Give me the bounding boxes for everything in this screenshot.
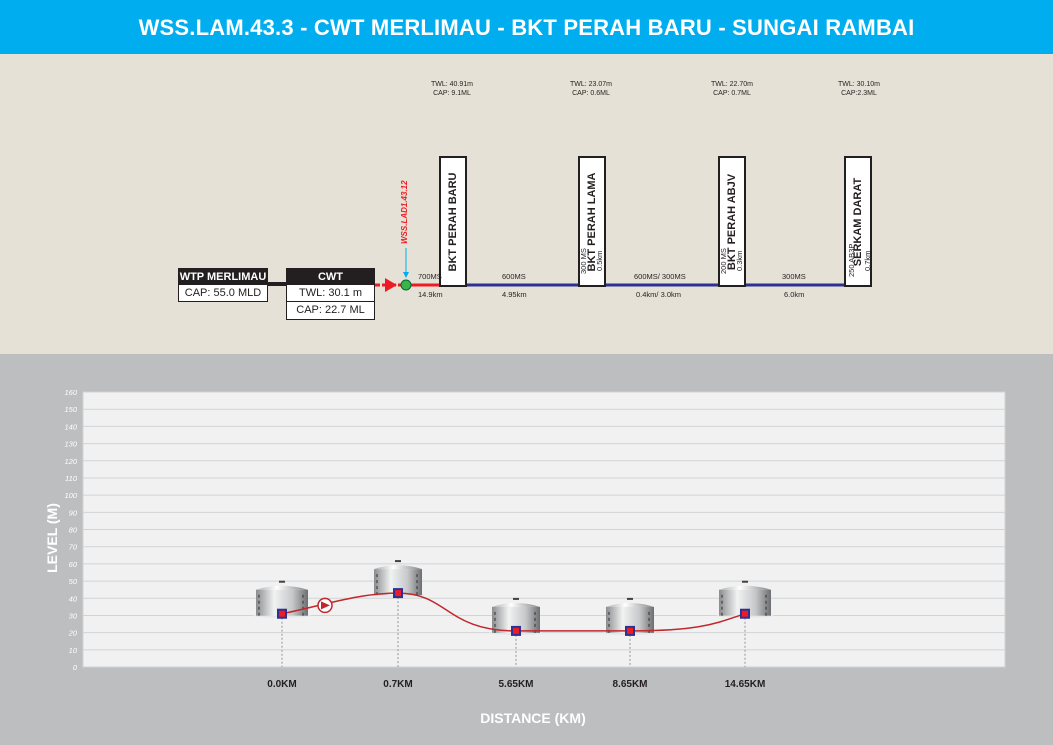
profile-tank-icon xyxy=(489,597,543,635)
y-tick-label: 30 xyxy=(69,611,78,620)
y-tick-label: 60 xyxy=(69,560,78,569)
y-tick-label: 100 xyxy=(64,491,77,500)
tank-2-spec: TWL: 23.07m CAP: 0.6ML xyxy=(569,81,612,97)
branch-1-size: 300 MS xyxy=(579,248,588,274)
seg3-size: 300MS xyxy=(782,272,806,281)
branch-1-length: 0.5km xyxy=(595,250,604,271)
tank-bkt-perah-abjv[interactable]: BKT PERAH ABJV xyxy=(718,156,746,287)
data-point[interactable] xyxy=(740,608,750,619)
x-tick-label: 14.65KM xyxy=(725,679,766,690)
data-points xyxy=(277,588,750,636)
seg2-size: 600MS/ 300MS xyxy=(634,272,686,281)
hydraulic-grade-line xyxy=(281,592,746,632)
hydraulic-profile: 0 10 20 30 40 50 60 70 80 90 100 110 120 130 140 150 160… xyxy=(0,354,1053,745)
wtp-cap: CAP: 55.0 MLD xyxy=(184,287,262,299)
y-tick-label: 50 xyxy=(69,577,78,586)
x-tick-label: 0.7KM xyxy=(383,679,412,690)
pump-icon xyxy=(317,597,333,614)
seg1-length: 4.95km xyxy=(502,290,527,299)
x-axis-label: DISTANCE (KM) xyxy=(480,710,586,726)
tank-4-spec: TWL: 30.10m CAP:2.3ML xyxy=(837,81,880,97)
y-tick-label: 80 xyxy=(69,526,78,535)
y-tick-label: 70 xyxy=(69,543,78,552)
cwt-cap: CAP: 22.7 ML xyxy=(287,301,374,318)
x-tick-label: 5.65KM xyxy=(498,679,533,690)
y-tick-label: 140 xyxy=(64,422,77,431)
data-point[interactable] xyxy=(277,608,287,619)
data-point[interactable] xyxy=(393,588,403,599)
y-tick-label: 40 xyxy=(69,594,78,603)
page-title: WSS.LAM.43.3 - CWT MERLIMAU - BKT PERAH … xyxy=(0,0,1053,54)
cwt-name: CWT MERLIMAU xyxy=(287,269,374,299)
valve-pointer-arrow-icon xyxy=(403,272,409,278)
tank-bkt-perah-baru[interactable]: BKT PERAH BARU xyxy=(439,156,467,287)
y-tick-labels: 0 10 20 30 40 50 60 70 80 90 100 110 120 130 140 150 160 xyxy=(64,388,77,672)
branch-3-size: 250 AB3P xyxy=(847,243,856,277)
seg3-length: 6.0km xyxy=(784,290,805,299)
wtp-box[interactable]: WTP MERLIMAU CAP: 55.0 MLD xyxy=(178,268,268,302)
tank-serkam-darat[interactable]: SERKAM DARAT xyxy=(844,156,872,287)
network-schematic: WTP MERLIMAU CAP: 55.0 MLD CWT MERLIMAU … xyxy=(0,54,1053,354)
tank-1-spec: TWL: 40.91m CAP: 9.1ML xyxy=(430,81,473,97)
y-tick-label: 150 xyxy=(64,405,77,414)
seg1-size: 600MS xyxy=(502,272,526,281)
y-axis-label: LEVEL (M) xyxy=(44,503,60,573)
seg2-length: 0.4km/ 3.0km xyxy=(636,290,682,299)
cwt-box[interactable]: CWT MERLIMAU TWL: 30.1 m CAP: 22.7 ML xyxy=(286,268,375,320)
y-tick-label: 160 xyxy=(64,388,77,397)
y-tick-label: 130 xyxy=(64,440,77,449)
y-tick-label: 0 xyxy=(73,663,78,672)
wtp-name: WTP MERLIMAU xyxy=(179,269,267,285)
branch-3-length: 0.7km xyxy=(863,250,872,271)
cwt-twl: TWL: 30.1 m xyxy=(299,287,362,299)
tank-3-spec: TWL: 22.70m CAP: 0.7ML xyxy=(710,81,753,97)
y-tick-label: 10 xyxy=(69,646,78,655)
profile-tank-icon xyxy=(716,580,774,618)
data-point[interactable] xyxy=(511,625,521,636)
tank-bkt-perah-lama[interactable]: BKT PERAH LAMA xyxy=(578,156,606,287)
y-tick-label: 90 xyxy=(69,508,78,517)
branch-2-length: 0.3km xyxy=(735,250,744,271)
pump-arrow-icon xyxy=(385,278,397,292)
y-tick-label: 20 xyxy=(68,629,78,638)
branch-2-size: 200 MS xyxy=(719,248,728,274)
pipe-lines xyxy=(268,232,860,292)
valve-label: WSS.LAD1.43.12 xyxy=(400,180,409,244)
grid-lines xyxy=(83,391,1005,668)
x-tick-label: 0.0KM xyxy=(267,679,296,690)
valve-icon[interactable] xyxy=(400,279,412,291)
red-pipe-size: 700MS xyxy=(418,272,442,281)
x-tick-labels: 0.0KM 0.7KM 5.65KM 8.65KM 14.65KM xyxy=(267,679,765,690)
x-tick-label: 8.65KM xyxy=(612,679,647,690)
y-tick-label: 120 xyxy=(64,457,77,466)
y-tick-label: 110 xyxy=(65,474,78,483)
x-guides xyxy=(281,593,746,667)
red-pipe-length: 14.9km xyxy=(418,290,443,299)
level-chart: 0 10 20 30 40 50 60 70 80 90 100 110 120 130 140 150 160… xyxy=(44,388,1006,726)
data-point[interactable] xyxy=(625,625,635,636)
